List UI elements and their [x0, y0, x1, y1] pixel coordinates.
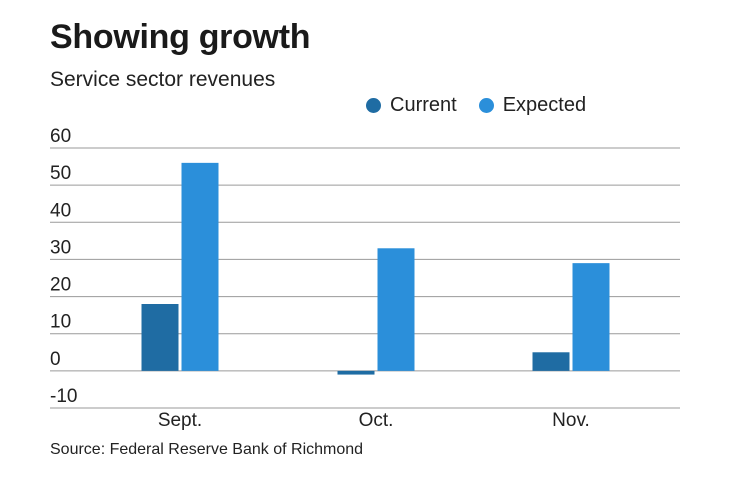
- y-tick-label: 0: [50, 349, 61, 370]
- legend: Current Expected: [366, 94, 608, 117]
- legend-label-current: Current: [390, 94, 457, 116]
- legend-item-current: Current: [366, 94, 457, 117]
- x-category-label: Sept.: [158, 410, 202, 431]
- bars: [141, 162, 610, 375]
- y-tick-label: -10: [50, 386, 77, 407]
- legend-swatch-expected: [478, 98, 494, 113]
- bar-current-nov: [532, 352, 570, 371]
- legend-item-expected: Expected: [478, 94, 587, 117]
- y-tick-label: 40: [50, 200, 71, 221]
- x-category-label: Nov.: [552, 410, 590, 431]
- y-tick-label: 20: [50, 275, 71, 296]
- y-axis-ticks: 60 50 40 30 20 10 0 -10: [50, 126, 77, 407]
- x-axis-labels: Sept. Oct. Nov.: [158, 410, 590, 431]
- bar-current-oct: [337, 370, 375, 375]
- legend-swatch-current: [366, 98, 381, 113]
- y-tick-label: 10: [50, 312, 71, 333]
- chart-subtitle: Service sector revenues: [50, 68, 276, 91]
- bar-expected-oct: [377, 248, 415, 371]
- y-tick-label: 60: [50, 126, 71, 147]
- bar-current-sept: [141, 304, 179, 371]
- y-tick-label: 30: [50, 237, 71, 258]
- x-category-label: Oct.: [359, 410, 394, 431]
- bar-expected-sept: [181, 162, 219, 371]
- y-tick-label: 50: [50, 163, 71, 184]
- legend-label-expected: Expected: [502, 94, 587, 116]
- bar-expected-nov: [572, 263, 610, 371]
- source-note: Source: Federal Reserve Bank of Richmond: [50, 441, 364, 458]
- chart-title: Showing growth: [50, 18, 311, 56]
